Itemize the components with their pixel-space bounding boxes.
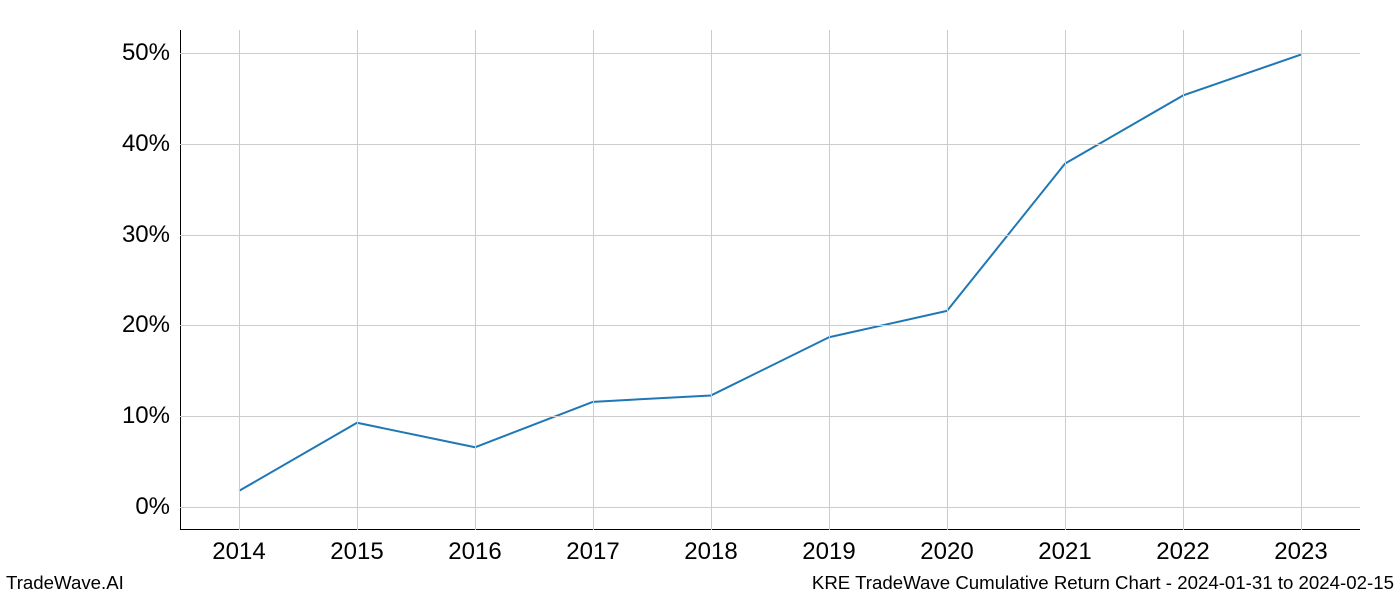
grid-line-vertical <box>829 30 830 530</box>
y-tick-label: 0% <box>135 493 180 521</box>
footer-brand: TradeWave.AI <box>6 572 124 594</box>
grid-line-vertical <box>711 30 712 530</box>
y-tick-label: 20% <box>122 311 180 339</box>
x-tick-label: 2014 <box>212 530 265 566</box>
x-tick-label: 2019 <box>802 530 855 566</box>
y-tick-label: 30% <box>122 221 180 249</box>
x-tick-label: 2021 <box>1038 530 1091 566</box>
y-tick-label: 10% <box>122 402 180 430</box>
grid-line-horizontal <box>180 235 1360 236</box>
y-tick-label: 40% <box>122 130 180 158</box>
return-line <box>239 55 1301 491</box>
x-tick-label: 2022 <box>1156 530 1209 566</box>
x-tick-label: 2023 <box>1274 530 1327 566</box>
grid-line-vertical <box>593 30 594 530</box>
x-tick-label: 2020 <box>920 530 973 566</box>
y-tick-label: 50% <box>122 39 180 67</box>
x-tick-label: 2016 <box>448 530 501 566</box>
grid-line-vertical <box>475 30 476 530</box>
grid-line-horizontal <box>180 144 1360 145</box>
grid-line-vertical <box>947 30 948 530</box>
x-tick-label: 2017 <box>566 530 619 566</box>
grid-line-horizontal <box>180 507 1360 508</box>
grid-line-horizontal <box>180 53 1360 54</box>
plot-area: 2014201520162017201820192020202120222023… <box>180 30 1360 530</box>
chart-container: 2014 2015 2016 2017 2018 2019 2020 2021 2022 2023… <box>0 0 1400 600</box>
x-tick-label: 2015 <box>330 530 383 566</box>
footer-caption: KRE TradeWave Cumulative Return Chart - … <box>812 572 1394 594</box>
x-tick-label: 2018 <box>684 530 737 566</box>
grid-line-horizontal <box>180 416 1360 417</box>
grid-line-vertical <box>1301 30 1302 530</box>
grid-line-horizontal <box>180 325 1360 326</box>
grid-line-vertical <box>357 30 358 530</box>
grid-line-vertical <box>1183 30 1184 530</box>
grid-line-vertical <box>239 30 240 530</box>
grid-line-vertical <box>1065 30 1066 530</box>
